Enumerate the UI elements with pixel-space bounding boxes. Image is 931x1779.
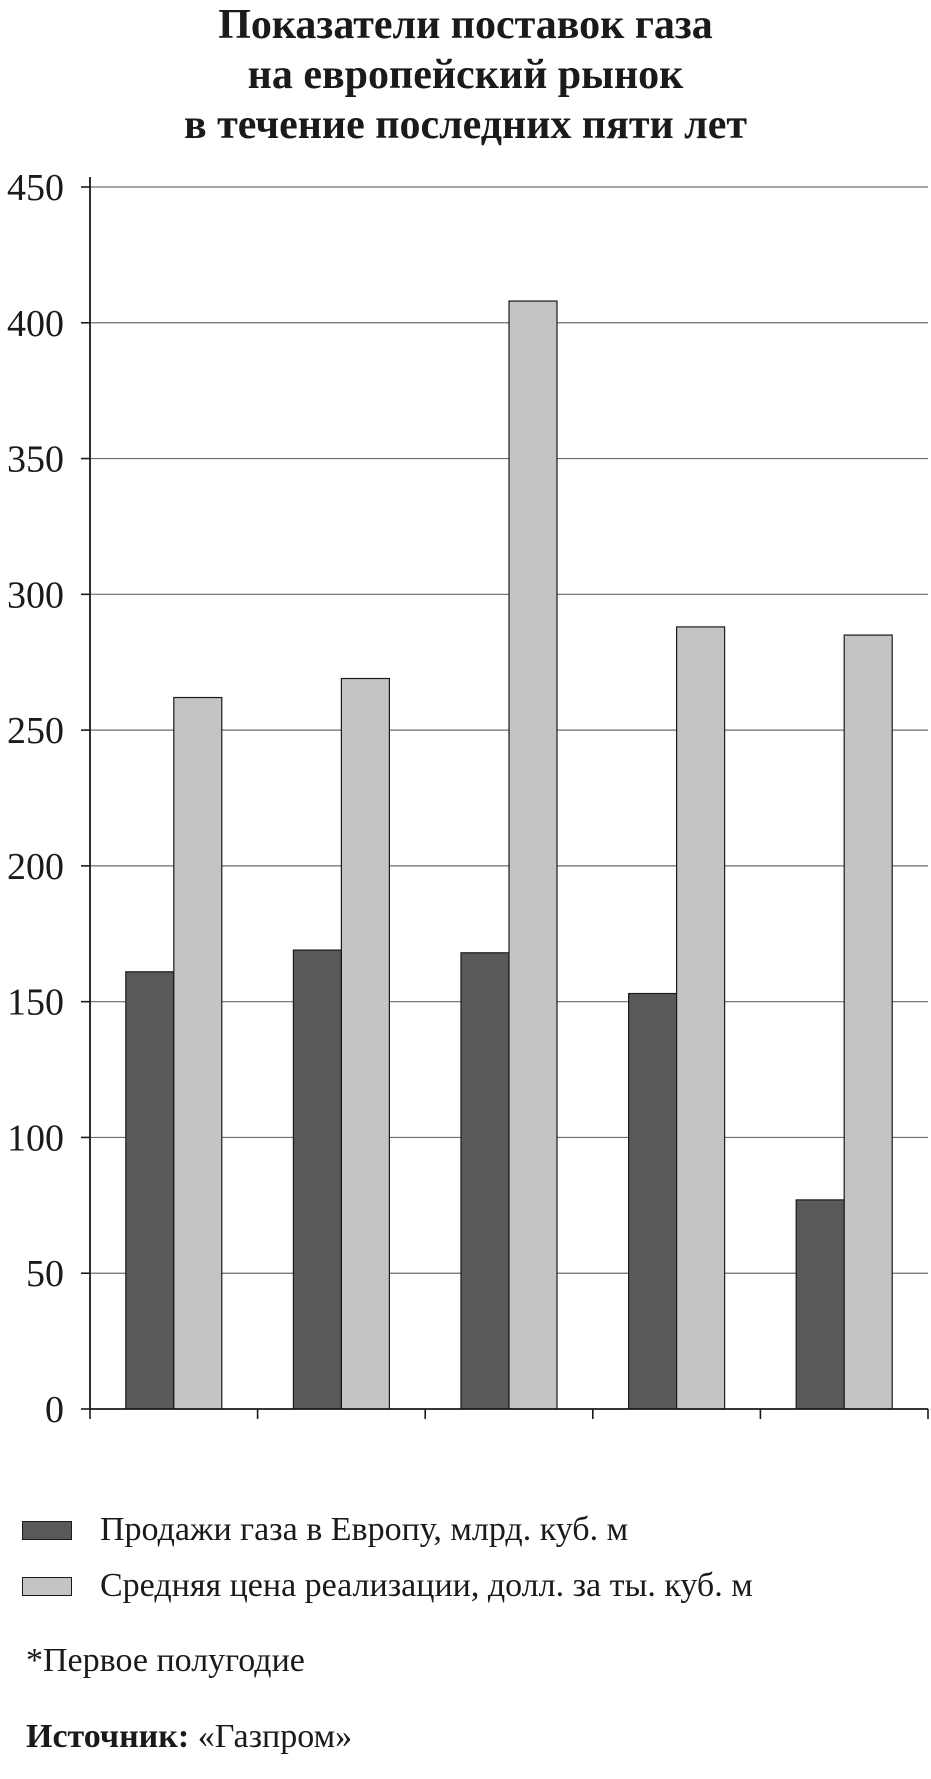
y-tick-label-200: 200 (7, 846, 64, 888)
legend-item-sales: Продажи газа в Европу, млрд. куб. м (22, 1502, 753, 1558)
legend-swatch-price (22, 1576, 72, 1596)
bar-price-2010 (843, 634, 893, 1410)
footnote: *Первое полугодие (26, 1642, 305, 1679)
bar-sales-2007 (292, 949, 342, 1410)
title-line-2: на европейский рынок (247, 52, 684, 98)
y-tick-label-300: 300 (7, 574, 64, 616)
source-line: Источник: «Газпром» (26, 1718, 352, 1756)
title-line-1: Показатели поставок газа (218, 2, 713, 48)
bar-sales-2010 (795, 1199, 845, 1410)
bar-price-2007 (340, 677, 390, 1410)
x-tick-label-2007: 2007 (303, 1433, 379, 1440)
x-tick-label-2006: 2006 (136, 1433, 212, 1440)
bar-price-2006 (173, 696, 223, 1410)
legend-swatch-sales (22, 1520, 72, 1540)
y-tick-label-50: 50 (26, 1253, 64, 1295)
bar-price-2009 (675, 626, 726, 1410)
bars (125, 300, 893, 1410)
source-label: Источник: (26, 1718, 190, 1755)
y-tick-labels: 0 50 100 150 200 250 300 350 400 450 (7, 167, 64, 1431)
bar-chart: 0 50 100 150 200 250 300 350 400 450 2006 2007 2008… (7, 167, 929, 1440)
bar-price-2008 (508, 300, 558, 1410)
y-tick-label-450: 450 (7, 167, 64, 209)
title-line-3: в течение последних пяти лет (183, 102, 747, 148)
x-tick-label-2008: 2008 (471, 1433, 547, 1440)
legend-label-sales: Продажи газа в Европу, млрд. куб. м (100, 1511, 629, 1548)
legend-item-price: Средняя цена реализации, долл. за ты. ку… (22, 1558, 753, 1614)
source-value: «Газпром» (189, 1718, 353, 1755)
chart-title: Показатели поставок газа на европейский … (0, 0, 931, 150)
y-tick-label-100: 100 (7, 1117, 64, 1159)
bar-sales-2006 (125, 971, 175, 1410)
legend-label-price: Средняя цена реализации, долл. за ты. ку… (100, 1567, 753, 1604)
legend: Продажи газа в Европу, млрд. куб. м Сред… (22, 1502, 753, 1614)
y-tick-label-250: 250 (7, 710, 64, 752)
x-tick-label-2010: 2010 (806, 1433, 882, 1440)
y-tick-label-150: 150 (7, 982, 64, 1024)
y-tick-label-0: 0 (45, 1389, 64, 1431)
y-tick-label-400: 400 (7, 303, 64, 345)
x-tick-label-2009: 2009 (639, 1433, 715, 1440)
bar-sales-2009 (627, 992, 678, 1410)
axes (81, 177, 929, 1419)
bar-sales-2008 (460, 952, 510, 1410)
x-tick-labels: 2006 2007 2008 2009 2010 (136, 1433, 882, 1440)
y-tick-label-350: 350 (7, 439, 64, 481)
